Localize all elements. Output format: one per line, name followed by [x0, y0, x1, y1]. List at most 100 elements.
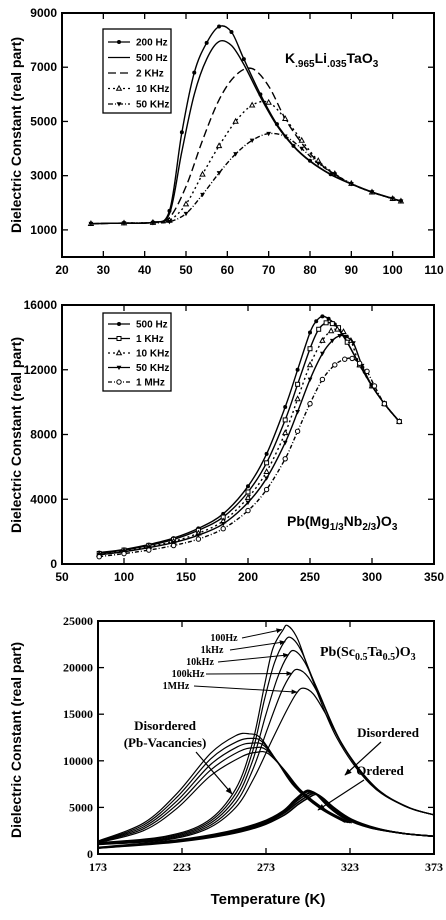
y-axis-label: Dielectric Constant (real part) [8, 337, 24, 533]
series-group-ktao3 [87, 24, 405, 227]
y-tick-label: 25000 [63, 614, 93, 628]
legend-label: 2 KHz [136, 69, 164, 80]
frequency-label: 1kHz [201, 645, 224, 656]
data-point [390, 196, 396, 202]
data-point [332, 362, 338, 368]
x-axis-label: Temperature (K) [211, 891, 326, 908]
data-point [121, 221, 127, 226]
annotation-arrow [241, 628, 283, 639]
data-point [195, 536, 202, 542]
legend-box [102, 28, 172, 114]
data-point [342, 356, 348, 362]
annotation-arrow [217, 652, 290, 663]
data-point [307, 346, 313, 352]
x-tick-label: 90 [345, 263, 359, 277]
series-1-mhz [96, 355, 402, 560]
data-point [398, 199, 404, 204]
data-point [282, 440, 288, 446]
legend-item: 200 Hz [108, 38, 168, 49]
x-tick-label: 150 [176, 570, 196, 584]
x-tick-label: 60 [221, 263, 235, 277]
data-point [306, 361, 314, 368]
frequency-label: 100Hz [210, 633, 238, 644]
series-group-pmn [95, 314, 403, 560]
data-point [282, 456, 288, 462]
x-tick-label: 200 [238, 570, 258, 584]
data-point [340, 328, 347, 335]
data-point [121, 550, 127, 557]
y-tick-label: 16000 [24, 298, 58, 312]
data-point [329, 338, 335, 344]
data-point [246, 484, 250, 489]
data-point [266, 131, 272, 137]
data-point [183, 211, 189, 217]
data-point [349, 355, 355, 362]
legend-item: 50 KHz [108, 100, 169, 111]
data-point [264, 460, 270, 466]
data-point [241, 57, 246, 62]
data-point [244, 493, 252, 500]
data-point [371, 383, 378, 389]
legend-label: 500 Hz [136, 320, 168, 331]
x-tick-label: 40 [138, 263, 152, 277]
data-point [320, 314, 325, 319]
data-point [116, 336, 122, 341]
data-point [88, 221, 94, 227]
data-point [295, 367, 300, 372]
annotation-arrow [195, 751, 233, 795]
legend-label: 50 KHz [136, 100, 169, 111]
annotation-arrows [193, 628, 382, 811]
data-point [327, 327, 335, 334]
data-point [217, 24, 222, 29]
y-tick-label: 5000 [30, 114, 57, 128]
y-tick-label: 0 [50, 557, 57, 571]
series-100hz [97, 624, 435, 844]
panel-pst: 173 223 273 323 373 0 5000 10000 15000 20000 25000… [8, 614, 443, 874]
data-point [192, 70, 197, 75]
data-point [364, 368, 370, 375]
series-line [99, 357, 400, 558]
y-axis-label: Dielectric Constant (real part) [8, 642, 24, 838]
legend-ktao3: 200 Hz 500 Hz 2 KHz 10 KHz 50 KHz [102, 28, 172, 114]
data-point [170, 542, 177, 549]
y-tick-label: 4000 [30, 492, 57, 506]
legend-item: 10 KHz [108, 84, 169, 95]
frequency-label: 10kHz [186, 657, 214, 668]
data-point [248, 101, 256, 108]
legend-label: 50 KHz [136, 363, 169, 374]
series-10-khz [95, 325, 403, 557]
axis-ticks-pst: 173 223 273 323 373 0 5000 10000 15000 20000 25000 [63, 614, 443, 874]
data-point [282, 134, 288, 139]
curve-group-ordered [97, 789, 435, 849]
axis-ticks-ktao3: 20 30 40 50 60 70 80 90 100 110 1000 3000 5000 7000 90… [30, 6, 444, 277]
x-tick-label: 350 [424, 570, 444, 584]
x-tick-label: 50 [179, 263, 193, 277]
data-point [334, 325, 341, 332]
x-tick-label: 300 [362, 570, 382, 584]
data-point [167, 219, 172, 225]
data-point [245, 489, 251, 495]
data-point [307, 401, 313, 407]
frequency-label: 100kHz [172, 669, 205, 680]
data-point [182, 200, 190, 207]
series-10-khz [87, 98, 405, 226]
x-tick-label: 173 [89, 860, 107, 874]
annotation-disordered-pb-vacancies: Disordered [134, 718, 197, 733]
data-point [245, 507, 251, 514]
x-tick-label: 223 [173, 860, 191, 874]
data-point [319, 336, 326, 343]
annotation-arrow [229, 640, 286, 651]
data-point [351, 341, 356, 346]
data-point [283, 404, 288, 409]
data-point [369, 190, 375, 195]
data-point [265, 98, 272, 105]
data-point [199, 170, 206, 177]
y-tick-label: 12000 [24, 363, 58, 377]
panel-title: Pb(Sc0.5Ta0.5)O3 [320, 645, 416, 663]
data-point [294, 395, 301, 402]
y-tick-label: 1000 [30, 223, 57, 237]
data-point [116, 379, 122, 385]
data-point [329, 321, 335, 327]
x-tick-label: 373 [425, 860, 443, 874]
x-tick-label: 273 [257, 860, 275, 874]
